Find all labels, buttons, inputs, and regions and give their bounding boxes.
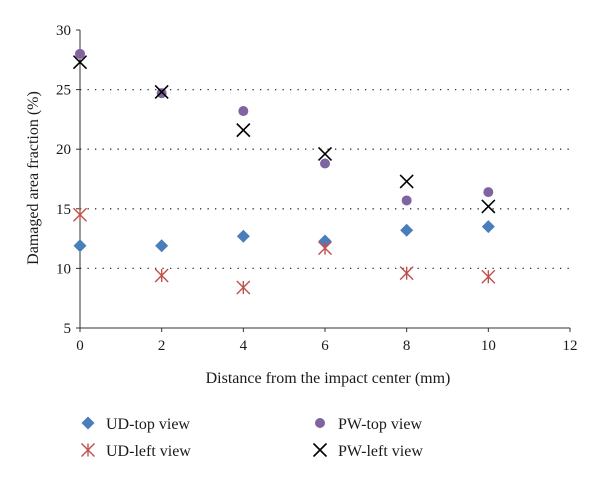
x-axis-title: Distance from the impact center (mm): [206, 370, 451, 387]
data-point-pw-top-view: [483, 187, 494, 198]
data-point-pw-left-view: [317, 146, 333, 162]
legend-label: UD-left view: [106, 443, 191, 460]
y-tick-label: 15: [56, 202, 71, 218]
x-tick-label: 12: [563, 338, 578, 354]
legend-label: PW-left view: [338, 443, 423, 460]
x-marker-stroke: [154, 84, 169, 100]
circle-marker: [75, 48, 85, 59]
data-points: [72, 48, 496, 295]
circle-marker: [156, 88, 167, 99]
data-point-ud-left-view: [318, 241, 332, 256]
data-point-pw-top-view: [75, 48, 85, 59]
data-point-pw-left-view: [236, 123, 251, 138]
diamond-marker: [155, 239, 169, 253]
circle-marker: [315, 418, 325, 428]
data-point-ud-top-view: [73, 239, 87, 253]
data-point-ud-top-view: [400, 223, 414, 237]
circle-marker: [238, 106, 249, 117]
x-marker-stroke: [481, 199, 496, 214]
y-tick-label: 30: [56, 23, 71, 39]
data-point-pw-left-view: [154, 84, 169, 100]
legend: UD-top view UD-left view PW-top view PW-lef…: [81, 416, 423, 460]
data-point-ud-left-view: [399, 266, 414, 281]
x-tick-label: 0: [76, 338, 84, 354]
diamond-marker: [73, 239, 87, 253]
y-tick-label: 10: [56, 261, 71, 277]
x-tick-label: 10: [481, 338, 496, 354]
axes: [76, 29, 571, 332]
legend-item: PW-top view: [315, 416, 422, 433]
data-point-ud-top-view: [236, 229, 250, 243]
legend-marker: [312, 442, 328, 458]
diamond-marker: [236, 229, 250, 243]
legend-label: UD-top view: [106, 416, 190, 433]
data-point-pw-top-view: [401, 195, 412, 206]
data-point-ud-top-view: [155, 239, 169, 253]
y-axis-title: Damaged area fraction (%): [25, 91, 42, 265]
y-tick-label: 20: [56, 142, 71, 158]
x-tick-label: 2: [158, 338, 166, 354]
x-marker-stroke: [236, 123, 251, 138]
diamond-marker: [481, 220, 495, 234]
data-point-pw-top-view: [320, 158, 330, 169]
x-marker-stroke: [399, 174, 414, 189]
data-point-pw-left-view: [72, 55, 88, 70]
legend-marker: [81, 416, 95, 430]
data-point-pw-left-view: [399, 174, 414, 189]
data-point-ud-left-view: [73, 207, 87, 222]
x-marker-stroke: [72, 55, 88, 70]
circle-marker: [320, 158, 330, 169]
x-tick-label: 8: [403, 338, 411, 354]
circle-marker: [401, 195, 412, 206]
data-point-pw-top-view: [238, 106, 249, 117]
x-marker-stroke: [312, 442, 328, 458]
legend-item: UD-top view: [81, 416, 190, 433]
legend-item: PW-left view: [312, 442, 423, 460]
data-point-ud-left-view: [481, 269, 496, 284]
legend-marker: [81, 443, 95, 457]
legend-marker: [315, 418, 325, 428]
x-tick-label: 4: [240, 338, 248, 354]
data-point-pw-top-view: [156, 88, 167, 99]
circle-marker: [483, 187, 494, 198]
x-marker-stroke: [317, 146, 333, 162]
data-point-ud-left-view: [154, 268, 169, 283]
data-point-ud-top-view: [481, 220, 495, 234]
legend-item: UD-left view: [81, 443, 191, 460]
y-tick-label: 5: [64, 321, 72, 337]
legend-label: PW-top view: [338, 416, 422, 433]
data-point-ud-left-view: [236, 280, 251, 295]
diamond-marker: [81, 416, 95, 430]
y-tick-label: 25: [56, 83, 71, 99]
x-tick-label: 6: [321, 338, 329, 354]
data-point-pw-left-view: [481, 199, 496, 214]
tick-labels: 5 10 15 20 25 30 0 2 4 6 8 10 12: [56, 23, 578, 354]
diamond-marker: [400, 223, 414, 237]
